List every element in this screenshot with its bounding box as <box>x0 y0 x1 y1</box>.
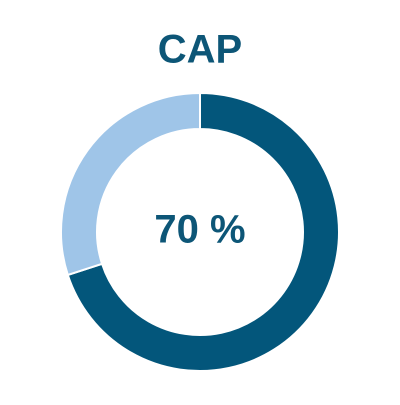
donut-segment <box>66 91 340 372</box>
chart-title: CAP <box>158 28 242 72</box>
center-label: 70 % <box>154 208 245 252</box>
donut-segment <box>60 91 201 277</box>
